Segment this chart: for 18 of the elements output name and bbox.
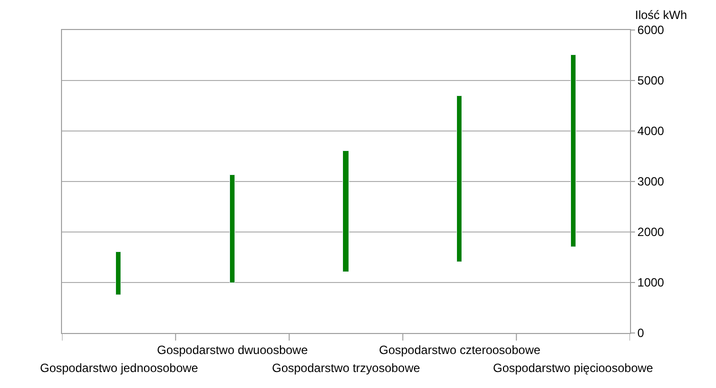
x-tick-label: Gospodarstwo trzyosobowe (272, 361, 420, 375)
x-tick-label: Gospodarstwo jednoosobowe (40, 361, 198, 375)
bar (116, 252, 121, 295)
bar (456, 96, 462, 262)
y-axis-title: Ilość kWh (635, 8, 688, 22)
y-tick-label: 5000 (637, 74, 664, 88)
y-tick-label: 4000 (637, 124, 664, 138)
x-tick-label: Gospodarstwo czteroosobowe (379, 343, 541, 357)
y-tick-label: 6000 (637, 23, 664, 38)
y-tick-label: 1000 (637, 276, 664, 290)
y-tick-label: 0 (637, 326, 644, 340)
x-tick-label: Gospodarstwo dwuoosbowe (157, 343, 308, 357)
x-tick-label: Gospodarstwo pięcioosobowe (493, 361, 654, 375)
bar (342, 150, 349, 272)
y-tick-label: 2000 (637, 225, 664, 240)
bar (230, 174, 235, 283)
bar (570, 54, 576, 247)
y-tick-label: 3000 (637, 174, 664, 189)
